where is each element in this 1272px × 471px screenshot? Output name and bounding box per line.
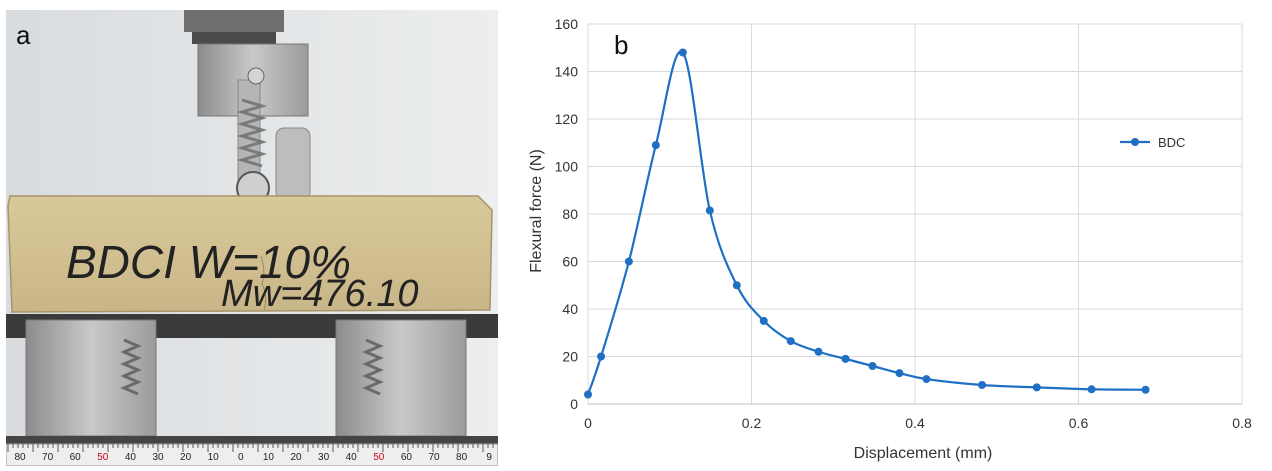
ruler: 80 70 60 50 40 30 20 10 0 10 20 30 40 50 60 70 80 9 <box>5 443 499 467</box>
ruler-label: 50 <box>97 452 109 463</box>
data-point <box>759 316 768 325</box>
ruler-label: 9 <box>486 452 492 463</box>
data-point <box>651 141 660 150</box>
ruler-label: 10 <box>208 452 220 463</box>
grid-layer <box>587 23 1243 405</box>
brick-specimen <box>7 195 493 313</box>
ruler-label: 70 <box>428 452 440 463</box>
ruler-label: 80 <box>456 452 468 463</box>
y-axis-label: Flexural force (N) <box>528 149 545 273</box>
ruler-label: 40 <box>125 452 137 463</box>
data-point <box>841 354 850 363</box>
data-point <box>978 381 987 389</box>
y-tick-label: 20 <box>562 349 578 365</box>
y-tick-label: 60 <box>562 254 578 270</box>
photo-panel: BDCI W=10% Mw=476.10 80 70 60 50 40 30 20 10 0 10… <box>5 10 499 467</box>
ruler-label: 20 <box>180 452 192 463</box>
ruler-label: 0 <box>238 452 244 463</box>
data-point <box>678 48 687 57</box>
x-tick-label: 0.8 <box>1232 415 1252 431</box>
series-line-bdc <box>586 50 1146 395</box>
x-tick-label: 0.2 <box>742 415 762 431</box>
panel-a-label: a <box>16 20 31 50</box>
axis-layer: 0 20 40 60 80 100 120 140 160 0 0.2 0.4 0.6 0.8 <box>555 16 1252 431</box>
ruler-label: 30 <box>152 452 164 463</box>
data-point <box>814 347 823 356</box>
data-point <box>1032 383 1041 392</box>
ruler-label: 70 <box>42 452 54 463</box>
test-photo: BDCI W=10% Mw=476.10 80 70 60 50 40 30 20 10 0 10… <box>5 10 499 467</box>
x-tick-label: 0.4 <box>905 415 925 431</box>
legend: BDC <box>1120 135 1185 150</box>
ruler-label: 60 <box>70 452 82 463</box>
x-axis-label: Displacement (mm) <box>854 445 993 462</box>
ruler-label: 60 <box>401 452 413 463</box>
handwriting-line2: Mw=476.10 <box>221 273 419 315</box>
y-tick-label: 140 <box>555 64 579 80</box>
y-tick-label: 120 <box>555 111 579 127</box>
legend-marker <box>1131 138 1139 146</box>
data-point <box>732 281 741 290</box>
x-tick-label: 0 <box>584 415 592 431</box>
ruler-label: 50 <box>373 452 385 463</box>
x-tick-label: 0.6 <box>1069 415 1089 431</box>
panel-b-label: b <box>614 30 628 60</box>
ruler-label: 40 <box>346 452 358 463</box>
legend-label: BDC <box>1158 135 1185 150</box>
y-tick-label: 0 <box>570 396 578 412</box>
ruler-label: 10 <box>263 452 275 463</box>
data-point <box>1141 385 1150 394</box>
series-layer <box>584 48 1150 399</box>
chart-svg: 0 20 40 60 80 100 120 140 160 0 0.2 0.4 0.6 0.8 BDC D… <box>528 16 1252 462</box>
y-tick-label: 40 <box>562 301 578 317</box>
ruler-label: 30 <box>318 452 330 463</box>
y-tick-label: 160 <box>555 16 579 32</box>
ruler-label: 20 <box>290 452 302 463</box>
y-tick-label: 100 <box>555 159 579 175</box>
data-point <box>895 369 904 378</box>
data-point <box>1087 385 1096 394</box>
data-point <box>786 337 795 346</box>
chart-panel: 0 20 40 60 80 100 120 140 160 0 0.2 0.4 0.6 0.8 BDC D… <box>510 0 1270 466</box>
y-tick-label: 80 <box>562 206 578 222</box>
data-point <box>705 206 714 215</box>
data-point <box>624 257 633 266</box>
lower-supports <box>6 314 498 444</box>
data-point <box>584 390 592 399</box>
data-point <box>922 375 931 384</box>
handwriting-line1: BDCI W=10% <box>66 236 351 288</box>
data-point <box>597 352 606 361</box>
data-point <box>868 362 877 370</box>
ruler-label: 80 <box>14 452 26 463</box>
